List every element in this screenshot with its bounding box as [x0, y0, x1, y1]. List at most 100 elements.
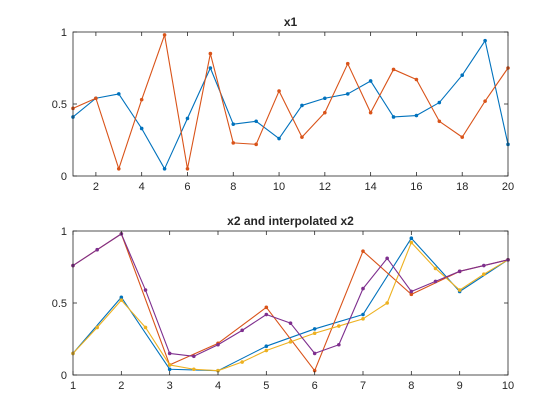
series-3-point	[119, 298, 124, 302]
series-3-point	[312, 331, 317, 336]
series-4-point	[95, 247, 99, 252]
series-1-point	[437, 100, 442, 105]
series-2-point	[231, 141, 236, 145]
series-4-point	[361, 286, 365, 291]
series-3-point	[264, 348, 269, 353]
series-2-point	[185, 167, 190, 171]
series-1-point	[208, 66, 213, 70]
y-tick-label: 0	[61, 171, 67, 183]
series-3-point	[433, 266, 438, 271]
axes-bottom-marks	[71, 232, 510, 373]
x-tick-label: 8	[408, 380, 414, 392]
series-4-point	[288, 321, 293, 325]
series-4-point	[312, 351, 317, 356]
series-4-point	[457, 269, 462, 274]
series-3-point	[240, 360, 244, 364]
x-tick-label: 4	[215, 380, 221, 392]
series-2-point	[345, 61, 350, 66]
axes-bottom-plot-area	[73, 231, 508, 375]
series-2-point	[437, 119, 442, 124]
series-4-point	[143, 288, 148, 292]
series-2-point	[94, 96, 98, 101]
series-4-point	[216, 342, 220, 347]
x-tick-label: 14	[365, 181, 377, 193]
series-2-line	[72, 34, 509, 170]
x-tick-label: 10	[273, 181, 285, 193]
x-tick-label: 1	[70, 380, 76, 392]
series-1-line	[72, 40, 509, 170]
y-tick-label: 0.5	[52, 298, 67, 310]
series-2-point	[277, 89, 281, 93]
axes-top-title: x1	[284, 15, 298, 29]
x-tick-label: 7	[360, 380, 366, 392]
y-tick-label: 0.5	[52, 99, 67, 111]
x-tick-label: 8	[230, 181, 236, 193]
x-tick-label: 20	[502, 181, 514, 193]
series-1-point	[167, 367, 172, 372]
series-4-point	[192, 354, 196, 359]
series-1-point	[139, 126, 144, 131]
series-2-point	[409, 292, 414, 297]
series-2-point	[208, 51, 213, 56]
series-4-point	[482, 263, 486, 268]
series-2-point	[391, 67, 396, 72]
series-3-point	[143, 325, 148, 330]
axes-top-marks	[71, 33, 510, 171]
series-3-point	[457, 288, 462, 292]
series-1-point	[300, 103, 304, 108]
y-tick-label: 1	[61, 27, 67, 39]
series-3-point	[216, 368, 220, 373]
series-2-point	[116, 167, 121, 171]
series-3-point	[409, 240, 414, 245]
y-tick-label: 0	[61, 370, 67, 382]
series-3-point	[361, 317, 365, 321]
axes-top-plot-area	[73, 32, 508, 176]
series-4-point	[167, 351, 172, 356]
series-3-point	[192, 367, 196, 372]
series-4-point	[264, 312, 269, 317]
series-1-point	[368, 79, 373, 83]
x-tick-label: 12	[319, 181, 331, 193]
series-1-point	[116, 92, 121, 96]
x-tick-label: 6	[184, 181, 190, 193]
axes-bottom-title: x2 and interpolated x2	[227, 214, 354, 228]
series-1-point	[312, 327, 317, 331]
series-2-point	[361, 249, 365, 253]
axes-bottom-frame	[72, 230, 509, 376]
series-1-point	[119, 295, 124, 300]
series-1-line	[72, 237, 509, 372]
series-3-point	[337, 324, 341, 328]
series-1-point	[162, 167, 167, 171]
series-1-point	[323, 96, 327, 101]
series-2-point	[312, 368, 317, 373]
axes-bottom: x2 and interpolated x2 1 2 3 4 5 6 7 8 9 10 0 0.5 1	[52, 214, 514, 392]
series-1-point	[414, 113, 419, 118]
series-2-point	[264, 305, 269, 310]
series-2-point	[483, 99, 487, 103]
series-1-point	[483, 38, 487, 43]
series-2-point	[323, 110, 327, 115]
series-1-point	[409, 236, 414, 240]
series-2-point	[139, 97, 144, 102]
x-tick-label: 5	[263, 380, 269, 392]
series-1-point	[264, 344, 269, 349]
axes-top-frame	[72, 31, 509, 177]
series-3-point	[95, 325, 99, 330]
series-2-point	[460, 135, 465, 139]
x-tick-label: 18	[456, 181, 468, 193]
series-2-point	[368, 110, 373, 115]
series-4-point	[240, 328, 244, 333]
axes-top: x1 2 4 6 8 10 12 14 16 18 20 0 0.5 1	[52, 15, 514, 193]
series-1-point	[231, 122, 236, 126]
series-4-point	[337, 342, 341, 347]
series-2-point	[162, 33, 167, 37]
series-1-point	[254, 119, 258, 124]
x-tick-label: 6	[312, 380, 318, 392]
x-tick-label: 3	[167, 380, 173, 392]
series-1-point	[185, 116, 190, 121]
x-tick-label: 10	[502, 380, 514, 392]
x-tick-label: 2	[118, 380, 124, 392]
series-1-point	[391, 115, 396, 119]
series-3-point	[482, 272, 486, 277]
